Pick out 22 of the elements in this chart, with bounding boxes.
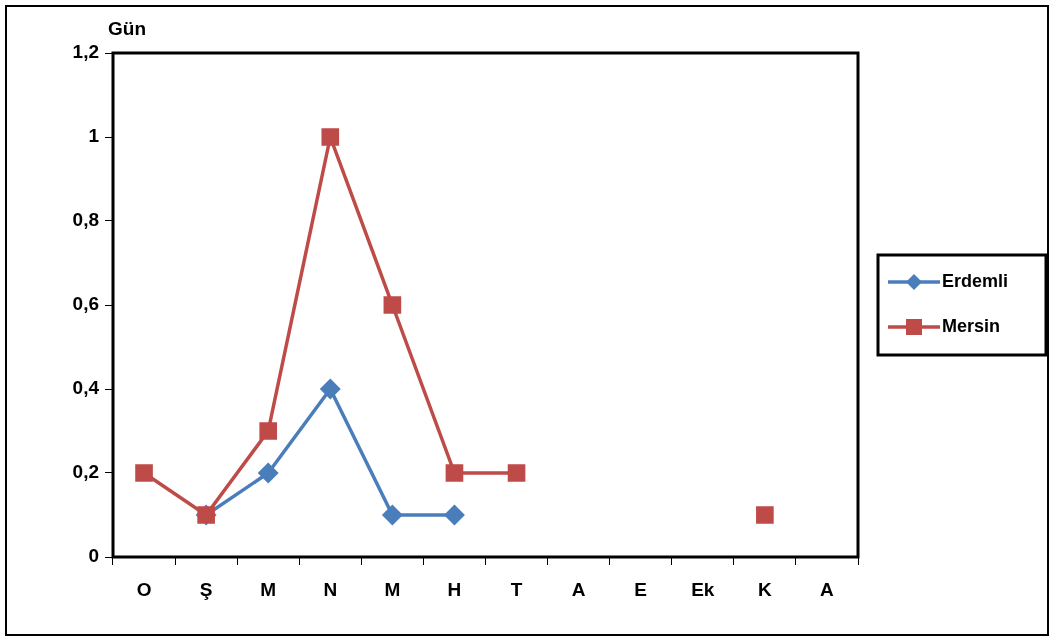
y-tick-label: 0,8 — [72, 209, 99, 231]
y-tick-label: 0,4 — [72, 377, 100, 399]
y-tick-label: 0 — [88, 545, 99, 567]
x-tick-label: O — [136, 578, 152, 600]
y-tick-label: 1 — [88, 125, 100, 147]
legend-label: Mersin — [942, 315, 1001, 336]
y-tick-label: 1,2 — [72, 41, 99, 63]
x-tick-label: H — [447, 578, 462, 600]
x-tick-label: N — [323, 578, 338, 600]
x-tick-label: E — [634, 578, 648, 600]
x-tick-label: A — [571, 578, 586, 600]
x-tick-label: Ek — [691, 578, 715, 600]
x-tick-label: Ş — [199, 578, 213, 600]
y-tick-label: 0,2 — [72, 461, 99, 483]
x-tick-label: M — [260, 578, 277, 600]
x-tick-label: K — [758, 578, 773, 600]
x-tick-label: M — [384, 578, 401, 600]
y-axis-title: Gün — [108, 17, 146, 39]
y-tick-label: 0,6 — [72, 293, 99, 315]
legend-label: Erdemli — [942, 270, 1009, 291]
x-tick-label: T — [510, 578, 523, 600]
x-tick-label: A — [820, 578, 835, 600]
